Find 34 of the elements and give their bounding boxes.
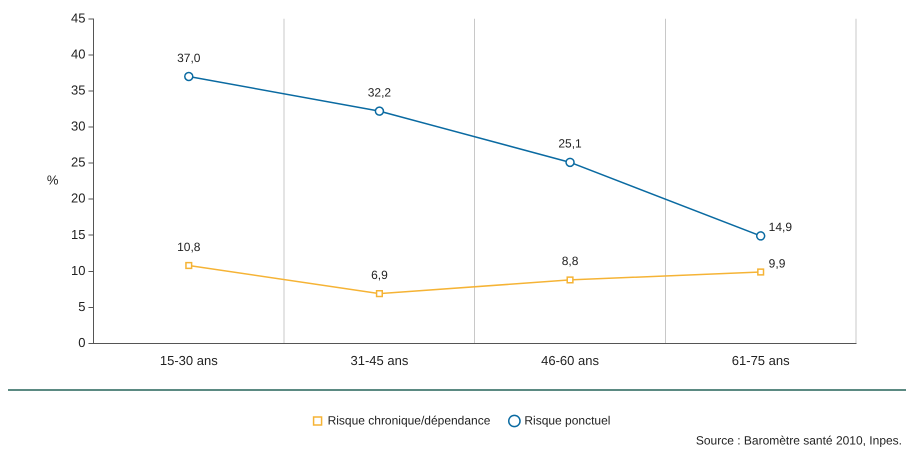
x-tick-label: 46-60 ans: [541, 352, 600, 368]
x-tick-label: 61-75 ans: [732, 352, 790, 368]
point: [374, 106, 384, 116]
data-label: 6,9: [371, 268, 388, 282]
y-tick-label: 35: [70, 82, 86, 98]
y-axis-title: %: [46, 172, 59, 188]
legend-label: Risque chronique/dépendance: [328, 413, 491, 428]
y-tick-label: 45: [70, 10, 86, 26]
point: [184, 72, 194, 82]
point: [185, 262, 192, 270]
source-note: Source : Baromètre santé 2010, Inpes.: [696, 433, 902, 448]
x-tick-label: 15-30 ans: [160, 352, 218, 368]
y-tick-label: 40: [70, 46, 86, 62]
y-tick-label: 25: [70, 154, 86, 170]
point: [566, 276, 574, 284]
legend-label: Risque ponctuel: [524, 413, 610, 428]
y-tick-label: 30: [70, 118, 86, 134]
y-tick-label: 0: [78, 334, 86, 350]
data-label: 9,9: [768, 256, 786, 270]
x-tick-label: 31-45 ans: [350, 352, 409, 368]
data-label: 14,9: [768, 220, 792, 234]
point: [565, 158, 575, 168]
point: [757, 268, 764, 276]
data-label: 10,8: [177, 240, 201, 254]
data-label: 25,1: [558, 136, 582, 151]
data-label: 32,2: [368, 85, 392, 100]
y-tick-label: 15: [70, 226, 86, 242]
y-tick-label: 10: [70, 262, 86, 278]
y-tick-label: 20: [70, 190, 86, 206]
data-label: 37,0: [177, 50, 201, 65]
data-label: 8,8: [562, 254, 579, 268]
y-tick-label: 5: [78, 298, 86, 314]
point: [756, 231, 766, 241]
point: [376, 290, 383, 298]
